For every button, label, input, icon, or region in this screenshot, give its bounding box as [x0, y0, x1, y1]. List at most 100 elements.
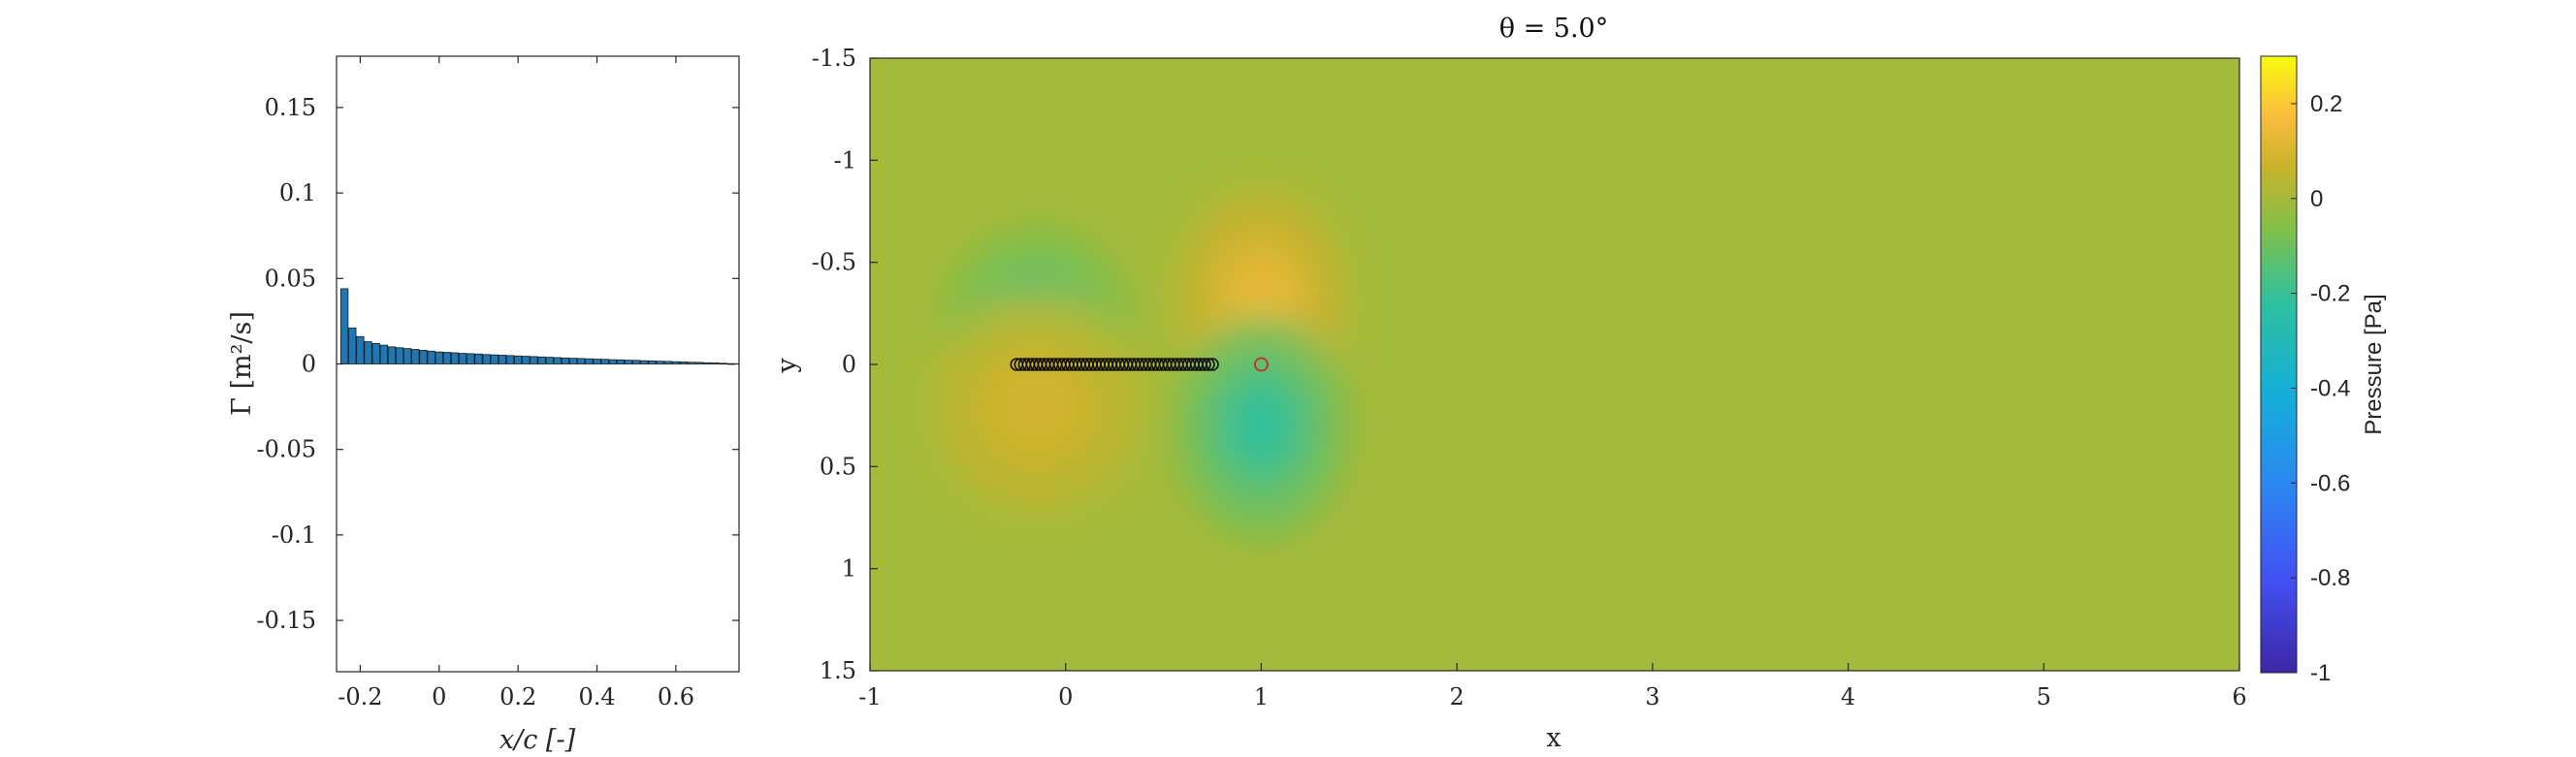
bar-0 — [339, 288, 349, 364]
bar-10 — [419, 349, 428, 364]
left-xtick-label-1: 0 — [432, 683, 446, 710]
right-ytick-label-0: -1.5 — [812, 45, 856, 72]
right-xtick-label-0: -1 — [858, 683, 881, 710]
left-xtick-label-2: 0.2 — [499, 683, 536, 710]
bar-19 — [490, 354, 499, 364]
bar-16 — [467, 353, 475, 364]
right-ytick-label-1: -1 — [834, 146, 856, 173]
bar-24 — [530, 356, 538, 364]
bar-33 — [600, 359, 609, 364]
pressure-field-chart: -1 0 1 2 3 4 5 6 -1.5 -1 -0.5 0 0.5 1 1.5 θ = 5.0° x y — [772, 14, 2247, 753]
field-contour-core-3 — [1236, 393, 1287, 458]
bar-14 — [450, 352, 460, 364]
colorbar-tick-label-6: -1 — [2310, 660, 2331, 686]
panel-marker-50 — [1206, 358, 1219, 371]
field-contours — [930, 193, 1346, 536]
left-ytick-label-1: -0.1 — [272, 521, 316, 549]
bar-1 — [348, 328, 357, 364]
panel-marker-48 — [1198, 358, 1211, 371]
colorbar-tick-label-1: 0 — [2310, 186, 2323, 212]
bar-29 — [568, 358, 578, 364]
bar-26 — [545, 357, 554, 364]
bar-37 — [632, 360, 641, 364]
bar-28 — [561, 357, 570, 364]
bar-8 — [403, 348, 412, 364]
bar-9 — [411, 349, 420, 364]
bar-22 — [514, 355, 523, 364]
panel-markers — [1010, 357, 1269, 372]
right-title: θ = 5.0° — [1499, 14, 1608, 44]
bar-36 — [624, 360, 633, 364]
right-ytick-label-4: 0.5 — [820, 453, 856, 480]
colorbar-tick-label-3: -0.4 — [2310, 375, 2350, 401]
bar-7 — [395, 347, 404, 364]
bar-11 — [427, 350, 435, 364]
left-ytick-label-0: -0.15 — [256, 607, 316, 634]
colorbar-ticks: 0.2 0 -0.2 -0.4 -0.6 -0.8 -1 — [2291, 91, 2350, 686]
colorbar-gradient — [2260, 55, 2298, 674]
bar-5 — [379, 344, 388, 364]
bar-20 — [498, 355, 507, 364]
bar-43 — [679, 361, 689, 364]
colorbar: 0.2 0 -0.2 -0.4 -0.6 -0.8 -1 Pressure [Pa] — [2260, 55, 2387, 686]
bar-40 — [656, 361, 664, 364]
left-bars — [339, 288, 736, 365]
colorbar-tick-label-4: -0.6 — [2310, 470, 2350, 496]
left-ytick-label-4: 0.05 — [265, 265, 316, 292]
bar-21 — [505, 355, 515, 364]
pressure-field — [870, 58, 2239, 671]
bar-17 — [474, 353, 483, 364]
left-ytick-label-5: 0.1 — [279, 179, 316, 206]
circulation-bar-chart: -0.2 0 0.2 0.4 0.6 -0.15 -0.1 -0.05 0 0.05 0.1 0.15… — [227, 55, 740, 755]
left-ytick-label-3: 0 — [302, 351, 316, 378]
left-ytick-label-2: -0.05 — [256, 436, 316, 463]
left-xlabel: x/c [-] — [499, 725, 576, 755]
right-ticks: -1 0 1 2 3 4 5 6 -1.5 -1 -0.5 0 0.5 1 1.5 — [812, 45, 2247, 710]
bar-41 — [663, 361, 672, 364]
colorbar-tick-label-5: -0.8 — [2310, 565, 2350, 591]
bar-44 — [688, 362, 696, 364]
bar-15 — [459, 353, 467, 364]
right-xtick-label-3: 2 — [1450, 683, 1465, 710]
right-ytick-label-3: 0 — [842, 351, 856, 378]
bar-3 — [364, 341, 372, 364]
colorbar-label: Pressure [Pa] — [2361, 294, 2387, 434]
left-ticks: -0.2 0 0.2 0.4 0.6 -0.15 -0.1 -0.05 0 0.05 0.1 0.15 — [256, 56, 739, 710]
bar-45 — [695, 362, 704, 364]
bar-6 — [387, 346, 397, 364]
bar-27 — [553, 357, 562, 364]
right-xtick-label-6: 5 — [2037, 683, 2051, 710]
field-contour-core-1 — [1005, 372, 1068, 438]
left-xtick-label-4: 0.6 — [658, 683, 694, 710]
left-xtick-label-3: 0.4 — [578, 683, 615, 710]
bar-48 — [719, 363, 727, 364]
panel-marker-49 — [1202, 358, 1215, 371]
bar-38 — [640, 360, 649, 364]
bar-25 — [537, 356, 546, 364]
right-ytick-label-6: 1.5 — [820, 657, 856, 684]
left-ylabel: Γ [m²/s] — [227, 311, 257, 416]
bar-34 — [608, 359, 617, 364]
bar-13 — [442, 352, 452, 364]
right-xtick-label-5: 4 — [1841, 683, 1855, 710]
colorbar-tick-label-2: -0.2 — [2310, 281, 2350, 307]
bar-42 — [671, 361, 681, 364]
bar-35 — [616, 359, 626, 364]
right-ytick-label-2: -0.5 — [812, 249, 856, 276]
left-xtick-label-0: -0.2 — [338, 683, 382, 710]
bar-2 — [356, 335, 365, 364]
right-xtick-label-1: 0 — [1058, 683, 1073, 710]
bar-23 — [522, 356, 531, 364]
probe-point-marker — [1253, 357, 1269, 372]
bar-18 — [482, 354, 491, 364]
bar-32 — [593, 359, 601, 364]
right-xtick-label-7: 6 — [2232, 683, 2246, 710]
bar-31 — [585, 358, 594, 364]
bar-4 — [371, 342, 380, 364]
right-xtick-label-4: 3 — [1645, 683, 1659, 710]
left-ytick-label-6: 0.15 — [265, 94, 316, 121]
bar-39 — [648, 360, 657, 364]
right-xlabel: x — [1546, 723, 1561, 753]
right-xtick-label-2: 1 — [1254, 683, 1269, 710]
